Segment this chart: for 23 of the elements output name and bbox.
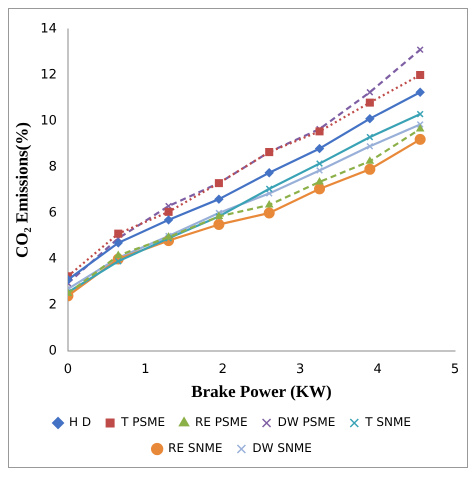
x-tick-label: 4: [373, 362, 382, 378]
x-tick-label: 2: [218, 362, 227, 378]
legend-label: RE SNME: [168, 441, 222, 456]
y-tick-label: 10: [40, 113, 57, 128]
x-tick-label: 5: [450, 362, 460, 378]
legend-label: DW SNME: [252, 441, 312, 456]
x-tick-label: 3: [296, 362, 304, 378]
legend-label: DW PSME: [278, 415, 336, 430]
x-axis-title: Brake Power (KW): [191, 382, 332, 402]
legend-label: RE PSME: [195, 415, 248, 430]
y-tick-label: 2: [48, 297, 57, 312]
legend-label: T SNME: [364, 415, 411, 430]
x-tick-label: 1: [141, 362, 150, 378]
y-tick-label: 12: [40, 67, 57, 82]
y-axis-title: CO₂ Emissions(%): [12, 122, 32, 258]
legend-label: T PSME: [120, 415, 166, 430]
y-tick-label: 8: [48, 159, 57, 174]
y-tick-label: 14: [40, 21, 57, 36]
x-tick-label: 0: [64, 362, 72, 378]
legend-label: H D: [69, 415, 92, 430]
y-tick-label: 0: [48, 343, 57, 358]
y-tick-label: 6: [48, 205, 57, 220]
y-tick-label: 4: [48, 251, 57, 266]
